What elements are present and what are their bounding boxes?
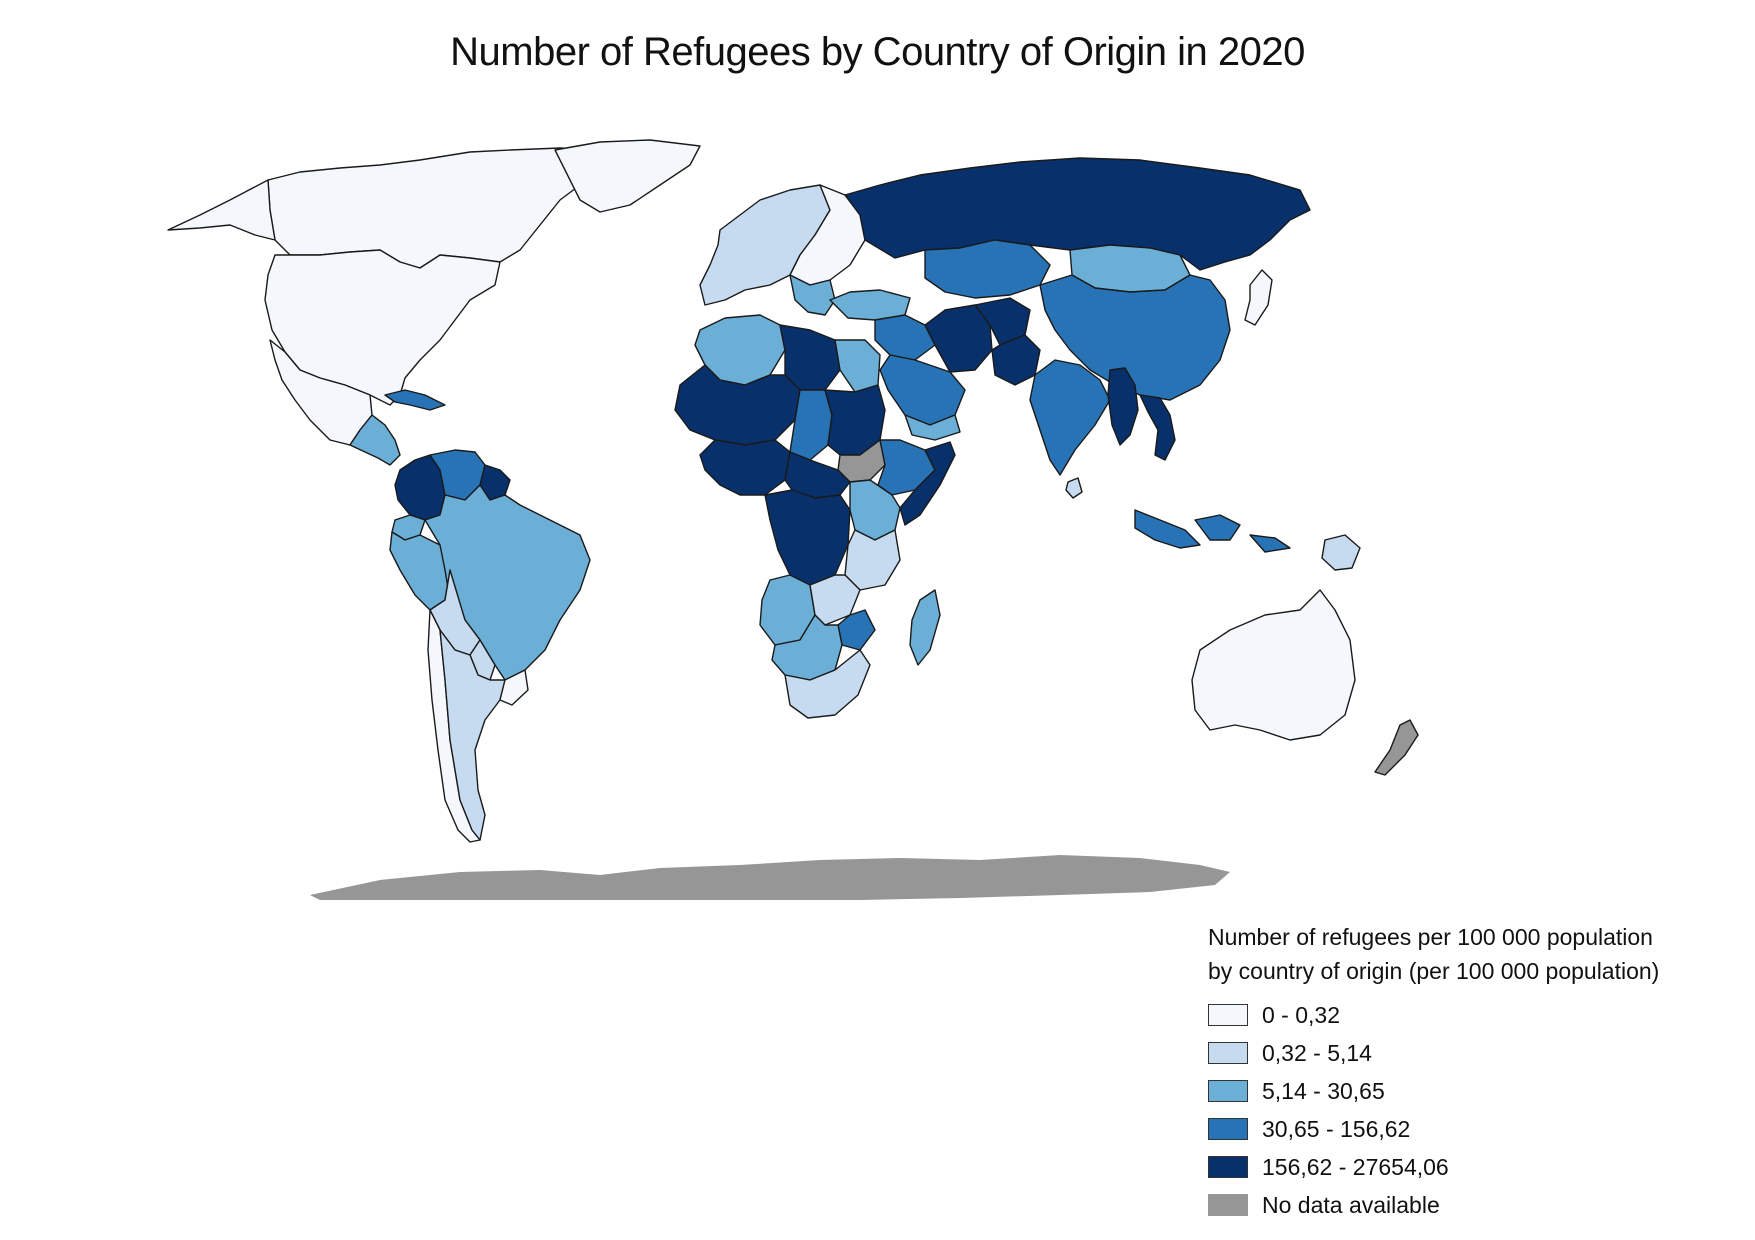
region-central-america [349,414,401,466]
region-greenland [554,139,701,213]
legend-swatch [1208,1194,1248,1216]
region-sri-lanka [1065,477,1083,499]
region-argentina [439,629,506,841]
region-pakistan [991,334,1041,386]
legend-item: 156,62 - 27654,06 [1208,1148,1728,1186]
legend-item: 0 - 0,32 [1208,996,1728,1034]
region-cuba [384,389,446,411]
region-balkans [789,274,836,316]
map-title: Number of Refugees by Country of Origin … [450,30,1305,74]
region-australia [1191,589,1356,741]
legend-label: 30,65 - 156,62 [1262,1115,1411,1142]
region-egypt [834,339,881,393]
region-japan [1244,269,1273,326]
legend-label: 156,62 - 27654,06 [1262,1153,1449,1180]
legend-swatch [1208,1042,1248,1064]
region-papua-new-guinea [1321,534,1361,571]
legend-title: Number of refugees per 100 000 populatio… [1208,920,1728,988]
region-nigeria [699,439,791,496]
region-kazakhstan [924,239,1051,299]
legend-swatch [1208,1004,1248,1026]
map-legend: Number of refugees per 100 000 populatio… [1208,920,1728,1224]
region-vietnam [1139,394,1176,461]
region-new-zealand [1374,719,1419,776]
legend-label: 0 - 0,32 [1262,1001,1340,1028]
region-myanmar [1107,367,1139,446]
legend-item: 30,65 - 156,62 [1208,1110,1728,1148]
legend-title-line2: by country of origin (per 100 000 popula… [1208,958,1660,984]
region-turkey [829,289,911,321]
region-syria-iraq [874,314,936,361]
region-china [1039,274,1231,401]
region-somalia [899,441,956,526]
legend-label: 5,14 - 30,65 [1262,1077,1385,1104]
region-madagascar [909,589,941,666]
legend-item: 0,32 - 5,14 [1208,1034,1728,1072]
legend-swatch [1208,1080,1248,1102]
region-indonesia [1134,509,1291,553]
legend-title-line1: Number of refugees per 100 000 populatio… [1208,924,1653,950]
region-yemen [904,414,961,441]
legend-label: No data available [1262,1191,1440,1218]
region-antarctica [310,855,1230,900]
region-india [1029,359,1111,476]
legend-label: 0,32 - 5,14 [1262,1039,1372,1066]
legend-item: 5,14 - 30,65 [1208,1072,1728,1110]
region-south-africa [784,649,871,719]
legend-swatch [1208,1156,1248,1178]
legend-item: No data available [1208,1186,1728,1224]
region-uruguay [499,669,529,706]
region-namibia-botswana [771,614,843,681]
region-tanzania [844,529,901,591]
legend-swatch [1208,1118,1248,1140]
region-alaska [167,179,276,241]
region-canada [267,147,611,269]
region-dr-congo [764,489,851,586]
